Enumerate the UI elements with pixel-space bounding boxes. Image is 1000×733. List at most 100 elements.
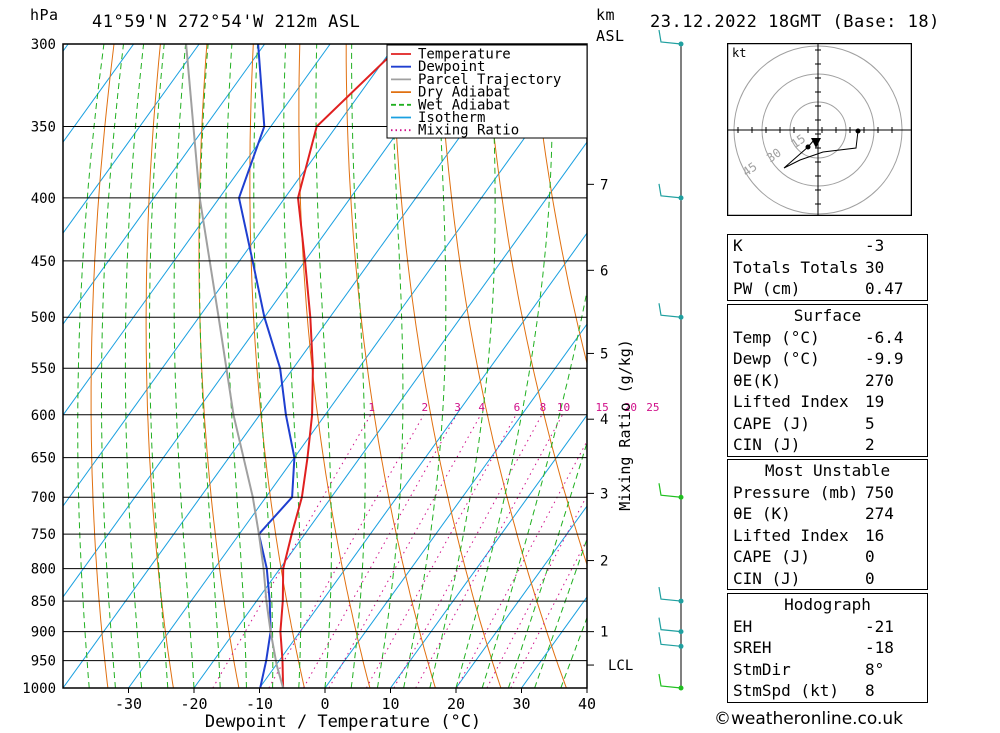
km-tick-label: 6	[600, 263, 608, 279]
pressure-tick-label: 500	[31, 310, 56, 326]
km-unit-label: km	[596, 6, 616, 24]
unstable-index-value: 750	[865, 482, 894, 502]
wind-barb	[658, 586, 682, 602]
surface-index-label: θE(K)	[733, 370, 782, 390]
legend-label: Dewpoint	[418, 59, 485, 75]
wet-adiabat-line	[507, 440, 587, 688]
isotherm-line	[455, 505, 587, 688]
hodograph-ring-label: 30	[764, 145, 784, 165]
location-label: 41°59'N 272°54'W 212m ASL	[92, 12, 361, 32]
hodo-index-label: SREH	[733, 638, 772, 657]
isotherm-line	[324, 323, 587, 688]
dry-adiabat-line	[944, 26, 1000, 688]
unstable-index-row: Pressure (mb) 750	[728, 482, 927, 504]
surface-index-value: 5	[865, 413, 875, 433]
dry-adiabat-line	[345, 44, 436, 688]
wind-barb	[658, 483, 682, 498]
surface-index-label: Temp (°C)	[733, 327, 820, 347]
x-tick-label: 0	[320, 695, 329, 713]
km-tick-label: 2	[600, 554, 608, 570]
unstable-index-row: CIN (J) 0	[728, 568, 927, 590]
mixing-ratio-label: 2	[421, 401, 428, 414]
isotherm-line	[63, 44, 266, 325]
hodo-index-row: StmDir 8°	[728, 659, 927, 681]
surface-index-row: CAPE (J) 5	[728, 413, 927, 435]
most-unstable-title: Most Unstable	[764, 461, 891, 480]
wet-adiabat-line	[225, 44, 247, 688]
hodo-index-label: EH	[733, 616, 753, 636]
pressure-tick-label: 350	[31, 119, 56, 135]
hodo-index-value: -21	[865, 616, 894, 636]
unstable-index-label: Pressure (mb)	[733, 482, 859, 502]
km-tick-label: 7	[600, 177, 608, 193]
mixing-ratio-line	[365, 414, 517, 688]
mixing-ratio-line	[393, 414, 543, 688]
wind-barb	[658, 29, 682, 45]
surface-index-row: Temp (°C) -6.4	[728, 327, 927, 349]
mixing-ratio-line	[328, 414, 482, 688]
series-dewpoint	[237, 44, 296, 688]
hodograph-unit-label: kt	[732, 46, 746, 60]
wet-adiabat-line	[560, 616, 587, 688]
dry-adiabat-line	[531, 44, 587, 366]
wet-adiabat-line	[173, 44, 195, 688]
most-unstable-table: Most Unstable Pressure (mb) 750 θE (K) 274 L…	[727, 459, 928, 590]
mixing-ratio-label: 8	[540, 401, 547, 414]
surface-index-value: -9.9	[865, 349, 904, 368]
surface-index-row: CIN (J) 2	[728, 434, 927, 456]
unstable-index-value: 274	[865, 504, 894, 523]
hodo-index-row: SREH -18	[728, 637, 927, 659]
general-index-row: Totals Totals 30	[728, 257, 927, 279]
x-tick-label: -30	[115, 695, 142, 713]
unstable-index-row: Lifted Index 16	[728, 525, 927, 547]
wet-adiabat-line	[534, 537, 587, 688]
unstable-index-label: CAPE (J)	[733, 547, 811, 566]
unstable-index-value: 0	[865, 547, 875, 566]
surface-index-value: 19	[865, 392, 885, 411]
general-index-label: K	[733, 236, 743, 255]
dry-adiabat-line	[90, 44, 115, 688]
dry-adiabat-line	[484, 44, 587, 567]
wet-adiabat-line	[455, 44, 553, 688]
pressure-tick-label: 850	[31, 594, 56, 610]
unstable-index-value: 0	[865, 568, 875, 588]
unstable-index-value: 16	[865, 525, 885, 545]
km-tick-label: 5	[600, 346, 608, 362]
dry-adiabat-line	[249, 44, 305, 688]
hodo-index-value: -18	[865, 638, 894, 657]
mixing-ratio-label: 15	[596, 401, 609, 414]
wet-adiabat-line	[376, 44, 404, 688]
unstable-index-label: Lifted Index	[733, 525, 849, 545]
pressure-tick-label: 700	[31, 490, 56, 506]
x-axis-label: Dewpoint / Temperature (°C)	[205, 712, 481, 732]
hodo-index-label: StmDir	[733, 659, 791, 679]
hodo-index-row: StmSpd (kt) 8	[728, 680, 927, 702]
mixing-ratio-label: 20	[624, 401, 637, 414]
dry-adiabat-line	[298, 44, 371, 688]
surface-index-label: Lifted Index	[733, 392, 849, 411]
dry-adiabat-line	[438, 44, 567, 688]
surface-index-value: 270	[865, 370, 894, 390]
surface-title: Surface	[793, 306, 862, 325]
isotherm-line	[128, 50, 587, 688]
wet-adiabat-line	[124, 44, 145, 688]
surface-index-value: 2	[865, 435, 875, 454]
mixing-ratio-label: 3	[454, 401, 461, 414]
pressure-tick-label: 550	[31, 361, 56, 377]
legend-label: Dry Adiabat	[418, 85, 511, 101]
general-index-value: -3	[865, 236, 885, 255]
pressure-tick-label: 750	[31, 527, 56, 543]
km-tick-label: 4	[600, 412, 608, 428]
pressure-tick-label: 400	[31, 191, 56, 207]
pressure-tick-label: 800	[31, 562, 56, 578]
hodograph-ring-label: 15	[788, 131, 808, 151]
x-tick-label: -20	[180, 695, 207, 713]
wet-adiabat-line	[101, 44, 124, 688]
copyright-footer: ©weatheronline.co.uk	[714, 709, 904, 729]
unstable-index-row: θE (K) 274	[728, 503, 927, 525]
pressure-unit-label: hPa	[30, 6, 59, 24]
general-index-row: PW (cm) 0.47	[728, 278, 927, 300]
isotherm-line	[259, 232, 587, 688]
isotherm-line	[63, 44, 200, 234]
